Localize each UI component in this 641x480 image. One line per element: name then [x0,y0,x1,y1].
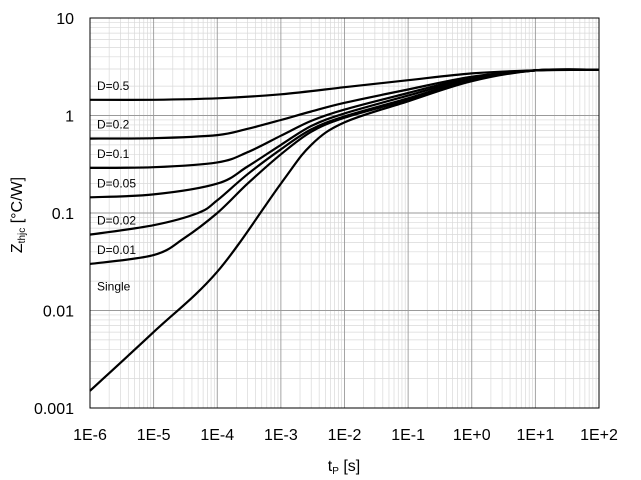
x-tick-label: 1E-2 [328,427,362,444]
x-tick-label: 1E+0 [453,427,491,444]
series-label-d-0-2: D=0.2 [97,118,130,132]
y-tick-label: 10 [56,11,74,28]
x-axis-title: tP [s] [328,458,360,477]
series-label-d-0-01: D=0.01 [97,243,136,257]
y-tick-label: 1 [65,109,74,126]
series-label-d-0-02: D=0.02 [97,214,136,228]
x-tick-label: 1E-1 [391,427,425,444]
x-tick-label: 1E+1 [516,427,554,444]
series-lines [89,68,600,392]
x-tick-labels: 1E-6 1E-5 1E-4 1E-3 1E-2 1E-1 1E+0 1E+1 1E+2 [73,427,618,444]
plot-frame [89,17,600,409]
x-tick-label: 1E-4 [200,427,234,444]
y-tick-label: 0.01 [43,304,74,321]
y-tick-label: 0.1 [52,206,74,223]
series-label-single: Single [97,280,131,294]
y-tick-label: 0.001 [34,401,74,418]
series-line-single [89,68,600,392]
y-axis-title: Zthjc [°C/W] [9,177,28,253]
series-label-d-0-1: D=0.1 [97,147,130,161]
x-tick-label: 1E+2 [580,427,618,444]
series-label-d-0-5: D=0.5 [97,79,130,93]
x-tick-label: 1E-6 [73,427,107,444]
series-labels: D=0.5 D=0.2 D=0.1 D=0.05 D=0.02 D=0.01 Single [97,79,136,294]
x-tick-label: 1E-5 [137,427,171,444]
y-tick-labels: 0.001 0.01 0.1 1 10 [34,11,74,418]
series-label-d-0-05: D=0.05 [97,176,136,190]
x-tick-label: 1E-3 [264,427,298,444]
